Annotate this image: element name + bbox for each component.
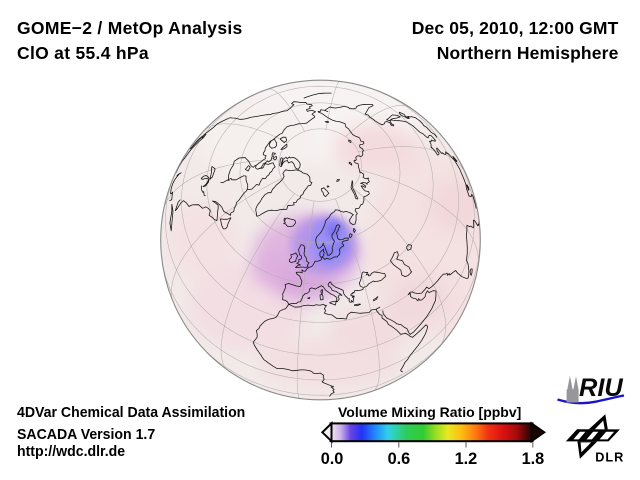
svg-text:DLR: DLR [595,451,624,465]
svg-text:RIU: RIU [579,374,623,402]
